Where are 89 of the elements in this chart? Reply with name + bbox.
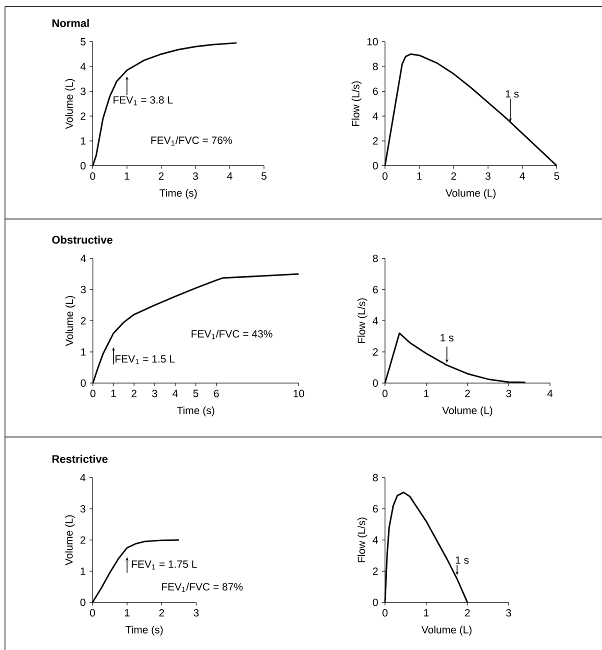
annotation: 1 s [506,90,519,98]
x-tick-label: 2 [158,172,164,180]
y-tick-label: 4 [80,474,86,482]
x-tick-label: 2 [132,390,136,398]
x-axis-title: Time (s) [160,189,197,199]
y-tick-label: 1 [80,137,86,145]
annotation: FEV$_{1}$/FVC = 87% [162,582,243,592]
y-tick-label: 2 [80,112,86,120]
y-tick-label: 4 [372,536,378,544]
x-axis-title: Volume (L) [421,626,472,636]
x-tick-label: 4 [172,390,178,398]
y-tick-label: 4 [80,62,86,70]
x-tick-label: 5 [193,390,198,398]
x-tick-label: 0 [90,390,96,398]
x-tick-label: 3 [506,609,512,617]
x-tick-label: 0 [90,609,96,617]
x-tick-label: 3 [486,172,490,180]
x-tick-label: 3 [194,609,199,617]
chart-title: Obstructive [52,236,112,244]
x-tick-label: 2 [465,609,470,616]
y-tick-label: 3 [80,88,86,96]
x-axis-title: Volume (L) [446,189,496,199]
y-tick-label: 0 [80,598,86,606]
x-tick-label: 2 [451,172,456,180]
chart-title: Normal [52,18,89,28]
y-tick-label: 2 [373,568,378,575]
y-axis-title: Volume (L) [65,78,75,130]
y-tick-label: 5 [80,38,86,46]
x-tick-label: 0 [382,609,388,617]
x-tick-label: 2 [465,390,470,398]
y-tick-label: 3 [80,286,86,294]
annotation: 1 s [456,556,469,564]
x-tick-label: 3 [506,390,512,398]
x-tick-label: 4 [227,172,232,180]
x-tick-label: 4 [547,390,553,398]
y-tick-label: 2 [373,348,378,356]
y-tick-label: 0 [80,379,86,387]
y-tick-label: 6 [373,88,378,96]
y-tick-label: 6 [373,505,378,513]
y-tick-label: 8 [372,254,378,262]
y-tick-label: 1 [80,568,86,575]
x-tick-label: 4 [520,172,525,180]
y-tick-label: 0 [372,379,378,387]
x-tick-label: 0 [382,390,388,398]
y-tick-label: 8 [372,62,378,70]
chart-title: Restrictive [52,454,108,463]
y-tick-label: 6 [373,286,378,294]
y-tick-label: 2 [80,317,86,324]
annotation: FEV$_{1}$ = 1.5 L [116,355,175,364]
y-tick-label: 1 [81,348,86,356]
x-axis-title: Time (s) [126,626,163,636]
y-tick-label: 0 [372,162,378,170]
y-tick-label: 4 [372,112,378,120]
annotation: 1 s [440,334,454,342]
annotation: FEV$_{1}$ = 1.75 L [132,560,197,570]
annotation: FEV$_{1}$/FVC = 43% [192,330,272,340]
x-tick-label: 1 [424,609,429,616]
x-tick-label: 10 [294,390,304,398]
y-axis-title: Flow (L/s) [357,298,368,343]
y-tick-label: 3 [80,505,86,513]
annotation: FEV$_{1}$ = 3.8 L [114,96,173,106]
x-tick-label: 1 [124,172,130,180]
x-tick-label: 5 [554,172,560,180]
y-tick-label: 4 [372,317,378,324]
y-axis-title: Flow (L/s) [352,81,362,126]
y-tick-label: 10 [367,38,378,46]
x-tick-label: 1 [111,390,116,398]
x-tick-label: 0 [90,172,96,180]
y-axis-title: Volume (L) [65,296,76,346]
x-tick-label: 3 [152,390,158,398]
y-tick-label: 2 [80,536,86,544]
y-axis-title: Volume (L) [64,515,75,566]
x-tick-label: 6 [214,390,219,398]
x-tick-label: 1 [124,609,130,616]
y-axis-title: Flow (L/s) [357,518,368,562]
x-tick-label: 0 [382,172,388,180]
x-axis-title: Volume (L) [442,406,492,416]
y-tick-label: 2 [373,137,378,145]
y-tick-label: 0 [372,598,378,606]
x-tick-label: 2 [159,609,164,616]
x-tick-label: 3 [192,172,198,180]
x-tick-label: 1 [417,172,422,180]
x-axis-title: Time (s) [176,406,214,416]
y-tick-label: 8 [372,474,378,482]
x-tick-label: 1 [424,390,429,398]
y-tick-label: 0 [80,162,86,170]
annotation: FEV$_{1}$/FVC = 76% [151,136,232,146]
x-tick-label: 5 [262,172,266,180]
y-tick-label: 4 [80,254,86,262]
